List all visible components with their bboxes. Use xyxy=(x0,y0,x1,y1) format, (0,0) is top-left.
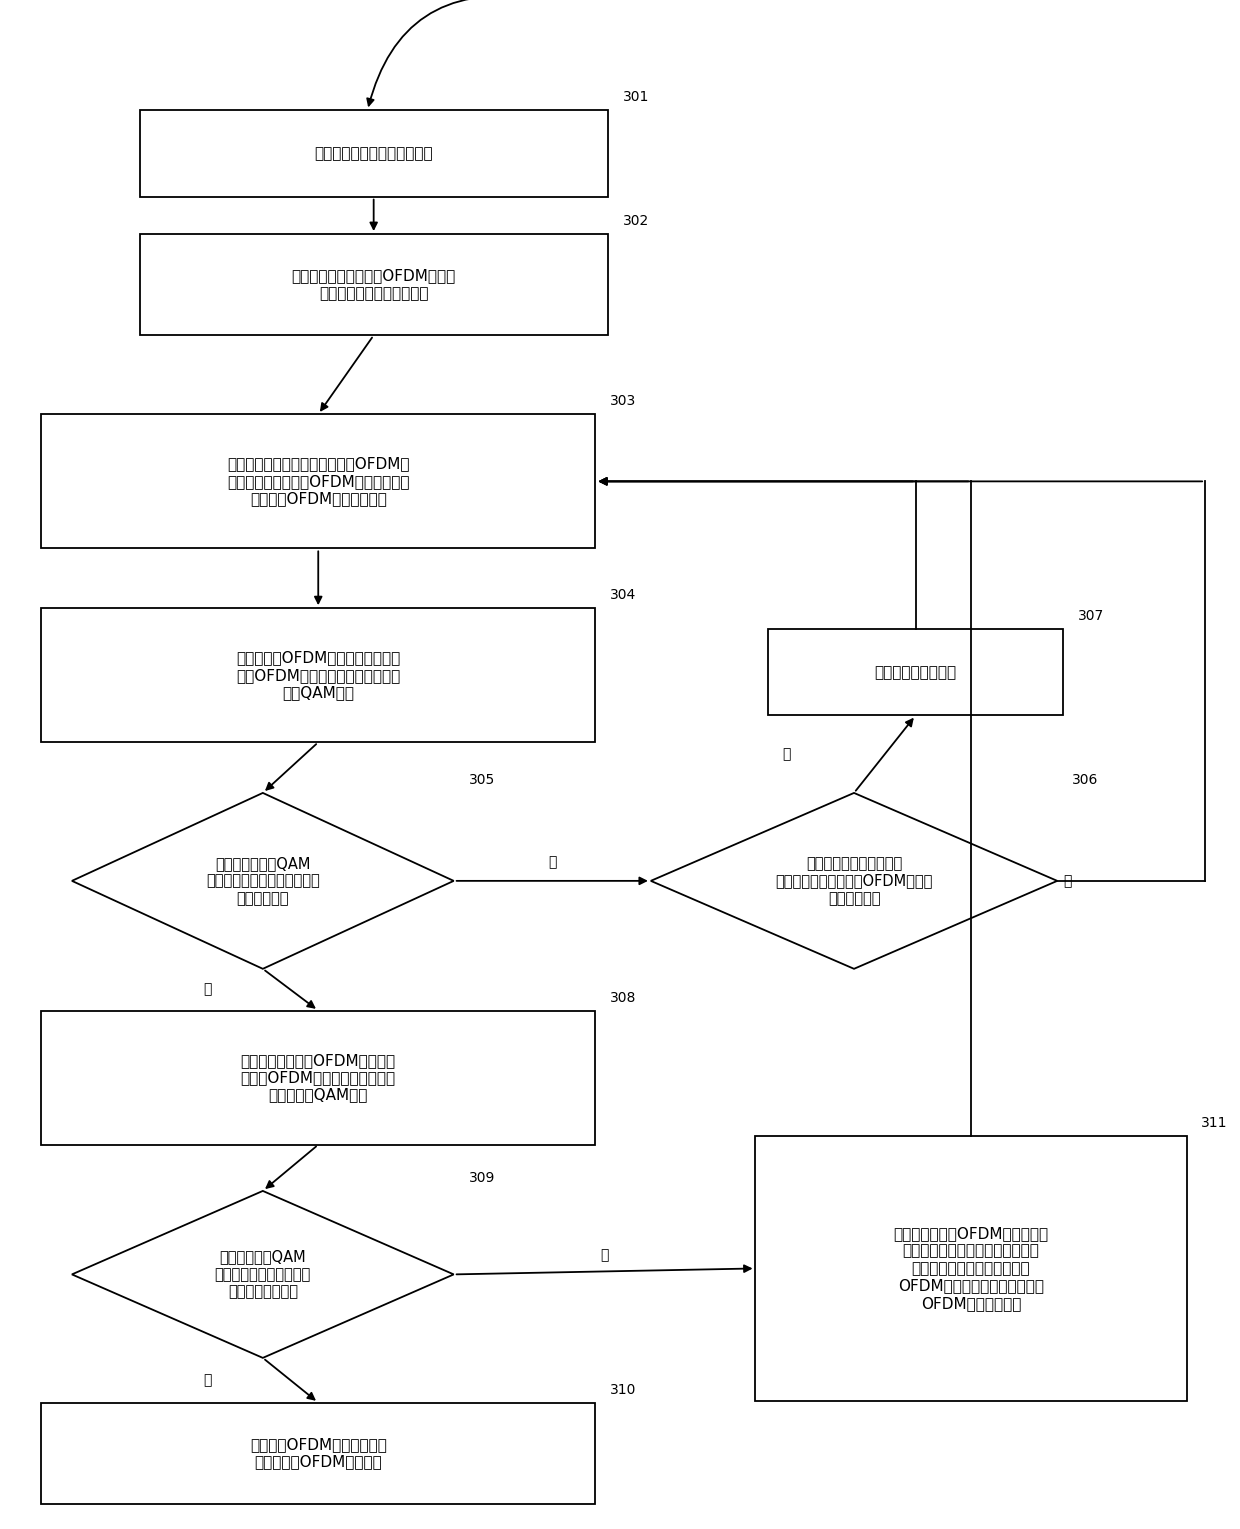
Text: 306: 306 xyxy=(1073,774,1099,787)
Polygon shape xyxy=(72,794,454,969)
Text: 是: 是 xyxy=(782,748,790,761)
Text: 是: 是 xyxy=(203,983,212,997)
Text: 从训练样本集中选择未经当前的OFDM接
收训练模型训练过的OFDM样本，将其输
入当前的OFDM接收训练模型: 从训练样本集中选择未经当前的OFDM接 收训练模型训练过的OFDM样本，将其输 … xyxy=(227,457,409,506)
Text: 否: 否 xyxy=(1064,875,1071,888)
Text: 301: 301 xyxy=(622,90,649,104)
Text: 是: 是 xyxy=(203,1373,212,1387)
Text: 否: 否 xyxy=(600,1249,609,1263)
FancyBboxPatch shape xyxy=(140,110,608,197)
Text: 308: 308 xyxy=(610,991,636,1005)
Text: 判断训练样本集中的训练
样本是否都经过当前的OFDM接收训
练模型训练过: 判断训练样本集中的训练 样本是否都经过当前的OFDM接收训 练模型训练过 xyxy=(775,856,932,905)
FancyBboxPatch shape xyxy=(41,1402,595,1505)
FancyBboxPatch shape xyxy=(755,1136,1187,1401)
Text: 302: 302 xyxy=(622,214,649,228)
Text: 310: 310 xyxy=(610,1382,636,1396)
Text: 将测试样本集中的OFDM样本输入
当前的OFDM接收训练模型，得到
对应的训练QAM信号: 将测试样本集中的OFDM样本输入 当前的OFDM接收训练模型，得到 对应的训练Q… xyxy=(241,1053,396,1102)
Text: 根据上述训练QAM
信号，判断是否满足第二
预设训练停止条件: 根据上述训练QAM 信号，判断是否满足第二 预设训练停止条件 xyxy=(215,1249,311,1300)
FancyBboxPatch shape xyxy=(140,234,608,335)
Text: 309: 309 xyxy=(469,1171,495,1185)
FancyBboxPatch shape xyxy=(41,609,595,742)
Polygon shape xyxy=(651,794,1058,969)
Text: 307: 307 xyxy=(1078,609,1105,622)
Text: 基于深度学习网络构建OFDM接收训
练模型，并初始化模型参数: 基于深度学习网络构建OFDM接收训 练模型，并初始化模型参数 xyxy=(291,269,456,301)
Text: 根据输出的训练QAM
信号，判断是否满足第一预设
训练停止条件: 根据输出的训练QAM 信号，判断是否满足第一预设 训练停止条件 xyxy=(206,856,320,905)
Text: 利用当前的OFDM接收训练模型，对
上述OFDM信号样本进行处理并输出
训练QAM信号: 利用当前的OFDM接收训练模型，对 上述OFDM信号样本进行处理并输出 训练QA… xyxy=(236,650,401,700)
FancyBboxPatch shape xyxy=(41,414,595,549)
Text: 311: 311 xyxy=(1202,1116,1228,1130)
Polygon shape xyxy=(72,1191,454,1358)
FancyBboxPatch shape xyxy=(768,628,1064,716)
Text: 304: 304 xyxy=(610,589,636,602)
Text: 调整上述当前的OFDM接收训练模
型的隐含层网络的个数及每个隐含
层网络的节点数，将调整后的
OFDM接收训练模型作为当前的
OFDM接收训练模型: 调整上述当前的OFDM接收训练模 型的隐含层网络的个数及每个隐含 层网络的节点数… xyxy=(894,1226,1049,1310)
FancyBboxPatch shape xyxy=(41,1011,595,1145)
Text: 将当前的OFDM接收训练模型
确定为上述OFDM接收模型: 将当前的OFDM接收训练模型 确定为上述OFDM接收模型 xyxy=(249,1437,387,1469)
Text: 调整当前的模型参数: 调整当前的模型参数 xyxy=(874,665,957,680)
Text: 303: 303 xyxy=(610,394,636,408)
Text: 否: 否 xyxy=(548,855,557,868)
Text: 305: 305 xyxy=(469,774,495,787)
Text: 获取训练样本集和测试样本集: 获取训练样本集和测试样本集 xyxy=(315,145,433,161)
